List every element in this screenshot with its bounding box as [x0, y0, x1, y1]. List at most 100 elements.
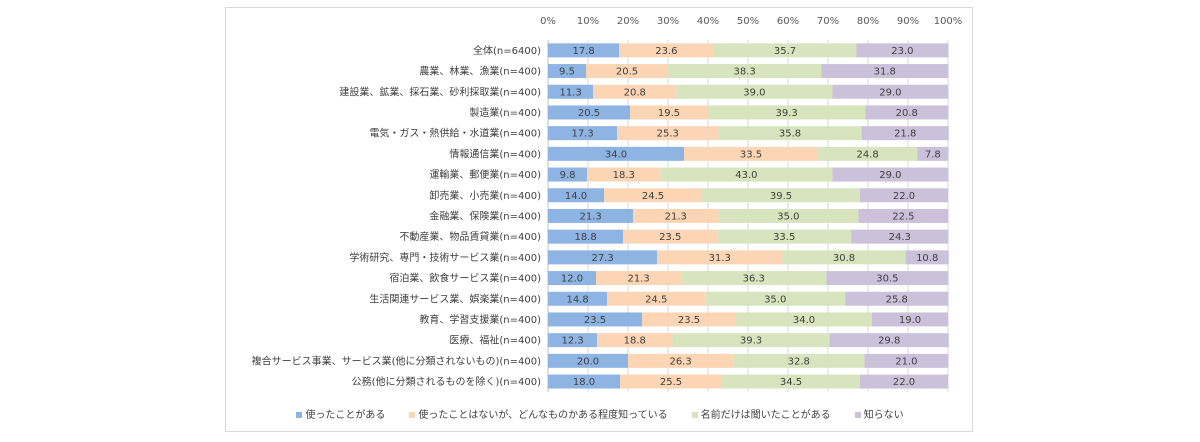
- data-label: 43.0: [735, 170, 757, 181]
- bar-segment: [851, 229, 949, 244]
- bar-segment: [713, 43, 857, 58]
- bar-segment: [718, 208, 859, 223]
- category-label: 複合サービス事業、サービス業(他に分類されないもの)(n=400): [252, 354, 542, 367]
- x-tick-label: 40%: [697, 16, 719, 27]
- data-label: 34.5: [780, 377, 802, 388]
- bar-segment: [548, 208, 634, 223]
- bar-segment: [905, 250, 949, 265]
- data-label: 30.5: [876, 274, 898, 285]
- data-label: 25.5: [660, 377, 682, 388]
- x-tick-label: 10%: [577, 16, 599, 27]
- legend-item: 使ったことがある: [296, 406, 385, 421]
- bar-segment: [548, 229, 624, 244]
- legend-swatch: [854, 412, 861, 418]
- data-label: 23.5: [584, 315, 606, 326]
- data-label: 23.0: [891, 46, 913, 57]
- data-label: 17.8: [572, 46, 594, 57]
- data-label: 18.8: [574, 232, 596, 243]
- data-label: 35.0: [764, 294, 786, 305]
- bar-segment: [617, 126, 719, 141]
- data-label: 23.6: [655, 46, 677, 57]
- bar-segment: [821, 64, 949, 79]
- data-label: 25.8: [886, 294, 908, 305]
- data-label: 12.3: [561, 336, 583, 347]
- data-label: 24.5: [645, 294, 667, 305]
- bar-segment: [548, 312, 642, 327]
- bar-segment: [597, 333, 673, 348]
- data-label: 39.5: [770, 191, 792, 202]
- x-tick-label: 70%: [817, 16, 839, 27]
- x-tick-label: 60%: [777, 16, 799, 27]
- bar-segment: [865, 105, 949, 120]
- data-label: 24.5: [642, 191, 664, 202]
- data-label: 12.0: [561, 274, 583, 285]
- bar-segment: [702, 188, 860, 203]
- data-label: 11.3: [559, 87, 581, 98]
- data-label: 14.0: [565, 191, 587, 202]
- bar-segment: [826, 271, 949, 286]
- bar-segment: [705, 291, 846, 306]
- data-label: 14.8: [566, 294, 588, 305]
- category-label: 全体(n=6400): [473, 44, 541, 57]
- legend-item: 名前だけは聞いたことがある: [691, 406, 831, 421]
- legend: 使ったことがある 使ったことはないが、どんなものかある程度知っている 名前だけは聞い…: [226, 406, 974, 421]
- bar-segment: [718, 126, 862, 141]
- bar-segment: [864, 353, 949, 368]
- data-label: 19.0: [899, 315, 921, 326]
- legend-swatch: [409, 412, 416, 418]
- category-label: 学術研究、専門・技術サービス業(n=400): [349, 251, 541, 264]
- data-label: 18.8: [624, 336, 646, 347]
- bar-segment: [607, 291, 706, 306]
- bar-segment: [548, 374, 620, 389]
- bar-segment: [548, 250, 658, 265]
- data-label: 29.0: [879, 87, 901, 98]
- bar-segment: [548, 291, 608, 306]
- data-label: 35.7: [774, 46, 796, 57]
- data-label: 34.0: [793, 315, 815, 326]
- bar-segment: [596, 271, 682, 286]
- data-label: 18.3: [613, 170, 635, 181]
- category-label: 電気・ガス・熱供給・水道業(n=400): [369, 127, 541, 140]
- bar-segment: [587, 167, 661, 182]
- bar-segment: [681, 271, 827, 286]
- data-label: 20.8: [624, 87, 646, 98]
- data-label: 21.3: [665, 211, 687, 222]
- bar-segment: [858, 208, 949, 223]
- legend-item: 使ったことはないが、どんなものかある程度知っている: [409, 406, 668, 421]
- legend-item: 知らない: [854, 406, 904, 421]
- bar-segment: [628, 353, 734, 368]
- bar-segment: [733, 353, 865, 368]
- stacked-bar-chart: 0% 10% 20% 30% 40% 50% 60% 70% 80% 90% 100% 全体(n=6…: [252, 16, 962, 392]
- data-label: 9.8: [560, 170, 576, 181]
- bar-segment: [642, 312, 736, 327]
- data-label: 21.3: [579, 211, 601, 222]
- bar-segment: [593, 84, 677, 99]
- bar-segment: [676, 84, 833, 99]
- bar-segment: [548, 84, 594, 99]
- bar-segment: [619, 43, 714, 58]
- bar-segment: [548, 43, 620, 58]
- data-label: 39.0: [743, 87, 765, 98]
- data-label: 26.3: [669, 356, 691, 367]
- x-tick-label: 50%: [737, 16, 759, 27]
- bar-segment: [633, 208, 719, 223]
- bar-segment: [832, 167, 949, 182]
- data-label: 31.8: [874, 67, 896, 78]
- bar-segment: [548, 146, 684, 161]
- data-label: 36.3: [743, 274, 765, 285]
- data-label: 30.8: [833, 253, 855, 264]
- x-tick-label: 80%: [857, 16, 879, 27]
- category-label: 卸売業、小売業(n=400): [429, 189, 541, 202]
- bar-segment: [548, 353, 628, 368]
- bar-segment: [856, 43, 949, 58]
- bar-segment: [917, 146, 949, 161]
- bar-segment: [818, 146, 918, 161]
- category-label: 教育、学習支援業(n=400): [419, 313, 541, 326]
- category-label: 運輸業、郵便業(n=400): [429, 168, 541, 181]
- data-label: 27.3: [591, 253, 613, 264]
- data-label: 19.5: [658, 108, 680, 119]
- bar-segment: [548, 105, 630, 120]
- bar-segment: [829, 333, 949, 348]
- data-label: 35.8: [779, 129, 801, 140]
- data-label: 29.8: [878, 336, 900, 347]
